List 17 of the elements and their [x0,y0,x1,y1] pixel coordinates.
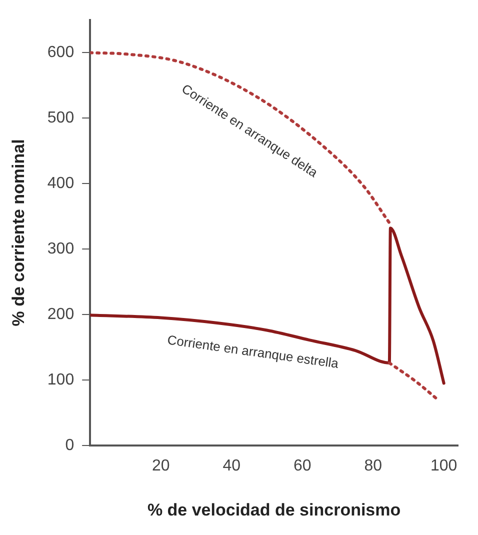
x-tick-label: 100 [430,457,458,474]
y-tick-label: 600 [47,44,74,62]
x-tick-label: 60 [293,457,312,474]
y-tick-label: 300 [47,240,74,258]
y-tick-label: 200 [47,306,74,323]
line-series [90,51,391,224]
x-axis-title: % de velocidad de sincronismo [147,500,401,520]
y-tick-label: 0 [65,436,74,454]
annotation: Corriente en arranque estrella [166,332,340,372]
y-tick-label: 100 [47,371,74,388]
y-tick-label: 400 [47,175,74,192]
y-tick-label: 500 [47,110,74,127]
y-axis-title: % de corriente nominal [8,139,28,326]
x-tick-label: 80 [364,457,382,474]
x-tick-label: 20 [152,457,170,474]
x-tick-label: 40 [222,457,241,474]
line-series [90,226,446,385]
